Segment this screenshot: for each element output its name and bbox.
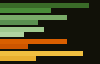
Bar	[0, 15, 67, 20]
Bar	[0, 56, 36, 61]
Bar	[0, 27, 44, 32]
Bar	[0, 3, 89, 8]
Bar	[0, 32, 24, 37]
Bar	[0, 20, 38, 25]
Bar	[0, 51, 83, 56]
Bar	[0, 8, 52, 13]
Bar	[0, 39, 67, 44]
Bar	[0, 44, 28, 49]
